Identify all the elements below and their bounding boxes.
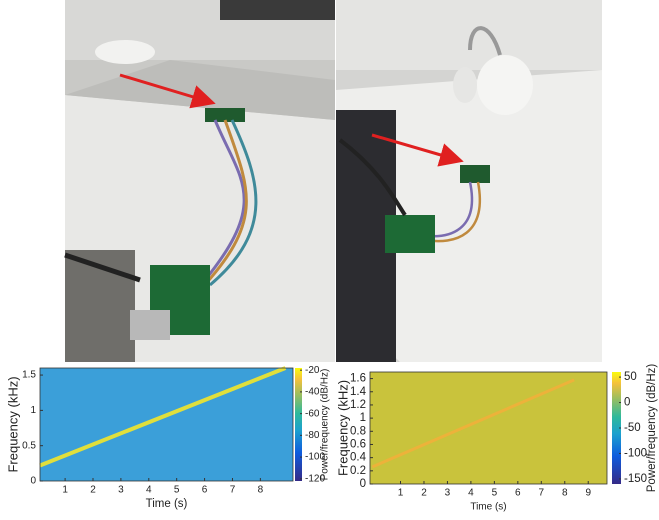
spectrogram-area — [370, 372, 607, 484]
x-tick-label: 7 — [230, 485, 236, 496]
x-tick-label: 4 — [146, 485, 152, 496]
photo-right — [336, 0, 602, 362]
y-tick-label: 0 — [30, 476, 36, 487]
colorbar-tick-label: -100 — [624, 447, 647, 459]
y-tick-label: 1 — [30, 405, 36, 416]
y-axis-label: Frequency (kHz) — [5, 376, 20, 472]
x-tick-label: 2 — [421, 488, 427, 499]
x-tick-label: 8 — [258, 485, 264, 496]
colorbar-tick-label: -20 — [305, 365, 320, 376]
y-tick-label: 0.4 — [350, 452, 367, 464]
x-tick-label: 2 — [90, 485, 96, 496]
figure: 1 2 3 4 5 6 7 8 0 0.5 1 1.5 Time (s) Frequency (kHz) -… — [0, 0, 659, 515]
x-tick-label: 9 — [585, 488, 591, 499]
y-tick-label: 0.2 — [350, 465, 366, 477]
y-tick-label: 0.5 — [22, 440, 36, 451]
x-tick-label: 3 — [118, 485, 124, 496]
y-tick-label: 0.6 — [350, 439, 366, 451]
x-tick-label: 5 — [492, 488, 498, 499]
y-tick-label: 1.6 — [350, 373, 366, 385]
x-axis-label: Time (s) — [146, 498, 188, 510]
colorbar-tick-label: -40 — [305, 387, 320, 398]
x-tick-label: 1 — [398, 488, 404, 499]
x-tick-label: 5 — [174, 485, 180, 496]
colorbar-tick-label: 50 — [624, 371, 637, 383]
y-tick-label: 1 — [360, 412, 366, 424]
y-tick-label: 0.8 — [350, 425, 366, 437]
x-tick-label: 3 — [445, 488, 451, 499]
y-tick-label: 0 — [360, 478, 366, 490]
x-tick-label: 8 — [562, 488, 568, 499]
y-tick-label: 1.4 — [350, 386, 367, 398]
x-tick-label: 7 — [539, 488, 545, 499]
photo-left — [65, 0, 335, 362]
x-tick-label: 6 — [202, 485, 208, 496]
y-tick-label: 1.2 — [350, 399, 366, 411]
x-tick-label: 4 — [468, 488, 474, 499]
x-tick-label: 1 — [62, 485, 68, 496]
x-axis-label: Time (s) — [470, 502, 506, 513]
colorbar-tick-label: -60 — [305, 408, 320, 419]
colorbar-tick-label: -80 — [305, 430, 320, 441]
y-axis-label: Frequency (kHz) — [335, 380, 350, 476]
colorbar-tick-label: -150 — [624, 473, 647, 485]
colorbar-label: Power/frequency (dB/Hz) — [320, 369, 331, 481]
x-tick-label: 6 — [515, 488, 521, 499]
colorbar-tick-label: -50 — [624, 422, 641, 434]
colorbar-tick-label: 0 — [624, 397, 630, 409]
colorbar — [295, 368, 302, 481]
colorbar-label: Power/frequency (dB/Hz) — [646, 364, 658, 493]
y-tick-label: 1.5 — [22, 370, 36, 381]
spectrogram-area — [40, 368, 293, 481]
